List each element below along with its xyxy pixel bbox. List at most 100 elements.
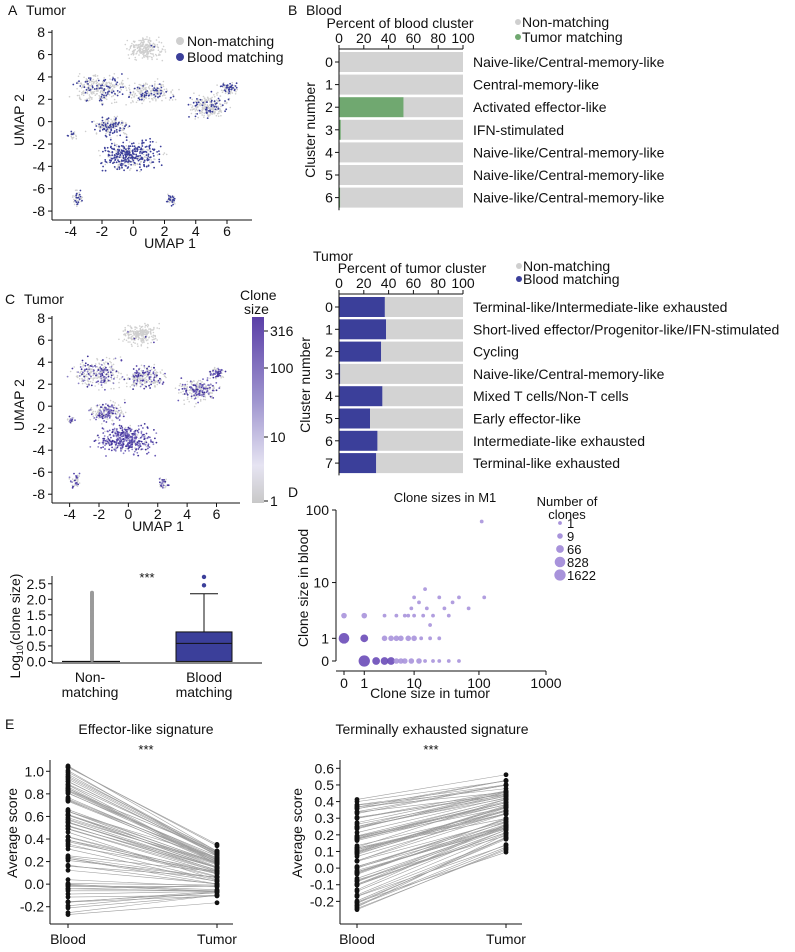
umap-point (109, 124, 111, 127)
umap-point (74, 419, 76, 422)
umap-point (114, 357, 117, 360)
umap-point (147, 443, 150, 446)
umap-point (150, 368, 153, 371)
umap-point (213, 368, 216, 371)
umap-point (97, 414, 100, 417)
umap-point (77, 75, 80, 78)
bar-cluster-name: Terminal-like/Intermediate-like exhauste… (473, 299, 727, 315)
umap-point (113, 376, 116, 379)
umap-point (96, 81, 99, 84)
umap-point (164, 51, 167, 53)
umap-point (101, 80, 104, 83)
umap-point (153, 369, 156, 372)
umap-point (119, 123, 122, 126)
umap-point (104, 149, 107, 152)
umap-point (137, 99, 139, 102)
umap-point (122, 441, 124, 443)
umap-point (209, 377, 211, 380)
umap-point (130, 343, 133, 346)
umap-point (220, 114, 222, 117)
umap-point (84, 382, 86, 384)
umap-point (138, 142, 140, 145)
umap-point (131, 433, 134, 435)
umap-point (112, 94, 115, 97)
umap-point (111, 78, 114, 81)
umap-point (141, 341, 143, 344)
umap-point (97, 79, 100, 82)
bar-x-tick-label: 40 (381, 30, 397, 46)
umap-point (122, 141, 125, 144)
umap-point (148, 446, 151, 448)
umap-point (97, 90, 99, 92)
umap-point (139, 385, 142, 388)
umap-point (215, 375, 217, 378)
umap-point (138, 54, 140, 56)
umap-point (92, 370, 95, 373)
umap-point (102, 359, 104, 361)
umap-point (168, 198, 170, 201)
umap-point (129, 386, 132, 388)
umap-point (109, 433, 111, 436)
umap-point (74, 199, 77, 202)
umap-point (151, 140, 154, 143)
umap-point (213, 108, 215, 111)
umap-point (137, 159, 140, 162)
umap-point (231, 92, 234, 94)
umap-point (117, 167, 119, 169)
umap-point (97, 380, 99, 383)
umap-point (83, 92, 86, 94)
umap-point (135, 52, 138, 54)
umap-point (142, 153, 145, 156)
umap-point (215, 92, 218, 95)
umap-point (121, 127, 123, 130)
umap-point (75, 192, 78, 195)
line-exhausted-title: Terminally exhausted signature (336, 721, 529, 737)
umap-point (221, 85, 224, 87)
umap-point (104, 159, 107, 161)
umap-point (127, 160, 130, 163)
umap-point (106, 82, 108, 84)
umap-point (136, 451, 139, 454)
umap-point (190, 395, 193, 398)
umap-point (105, 132, 107, 135)
umap-point (131, 145, 134, 148)
umap-point (147, 373, 149, 376)
umap-point (219, 372, 222, 374)
umap-point (220, 369, 223, 372)
umap-point (125, 122, 127, 124)
umap-point (165, 90, 168, 93)
umap-point (107, 408, 109, 411)
umap-point (140, 148, 143, 151)
umap-point (160, 89, 162, 92)
umap-point (158, 322, 160, 325)
umap-point (115, 435, 118, 438)
umap-point (199, 102, 202, 105)
umap-point (152, 371, 155, 373)
umap-point (147, 155, 150, 157)
umap-point (161, 369, 163, 371)
umap-point (131, 155, 134, 158)
umap-point (137, 146, 140, 148)
umap-x-tick-label: -4 (65, 223, 78, 239)
umap-point (146, 90, 149, 92)
umap-point (213, 100, 216, 103)
umap-point (195, 104, 198, 107)
umap-point (118, 156, 121, 159)
umap-point (78, 193, 81, 196)
umap-point (131, 448, 134, 451)
umap-point (105, 356, 108, 359)
umap-point (143, 436, 146, 438)
umap-point (106, 430, 109, 433)
umap-point (125, 89, 128, 92)
umap-point (171, 99, 174, 101)
umap-point (89, 418, 92, 421)
umap-point (134, 342, 136, 345)
umap-point (224, 110, 227, 113)
umap-point (154, 89, 157, 92)
umap-point (109, 131, 112, 134)
umap-point (153, 166, 156, 169)
umap-point (116, 134, 118, 137)
line-y-tick-label: 0.6 (315, 760, 335, 776)
umap-point (135, 448, 137, 451)
umap-point (121, 429, 124, 432)
